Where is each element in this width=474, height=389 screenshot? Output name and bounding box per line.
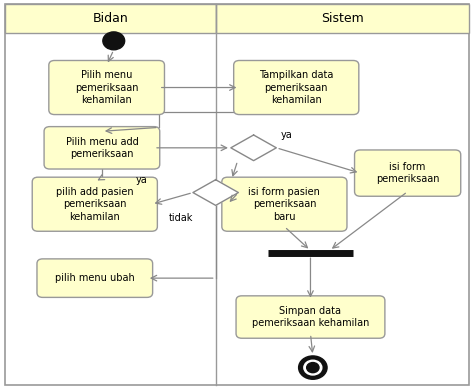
FancyBboxPatch shape	[5, 4, 216, 33]
FancyBboxPatch shape	[32, 177, 157, 231]
Text: isi form pasien
pemeriksaan
baru: isi form pasien pemeriksaan baru	[248, 187, 320, 222]
Circle shape	[299, 356, 327, 379]
Text: ya: ya	[136, 175, 148, 185]
Circle shape	[307, 363, 319, 373]
Text: isi form
pemeriksaan: isi form pemeriksaan	[376, 162, 439, 184]
Text: Tampilkan data
pemeriksaan
kehamilan: Tampilkan data pemeriksaan kehamilan	[259, 70, 333, 105]
Text: pilih menu ubah: pilih menu ubah	[55, 273, 135, 283]
Text: Pilih menu add
pemeriksaan: Pilih menu add pemeriksaan	[65, 137, 138, 159]
Polygon shape	[193, 180, 238, 205]
FancyBboxPatch shape	[222, 177, 347, 231]
FancyBboxPatch shape	[37, 259, 153, 298]
Text: Sistem: Sistem	[321, 12, 364, 25]
Text: Pilih menu
pemeriksaan
kehamilan: Pilih menu pemeriksaan kehamilan	[75, 70, 138, 105]
Text: tidak: tidak	[169, 213, 193, 223]
FancyBboxPatch shape	[236, 296, 385, 338]
FancyBboxPatch shape	[355, 150, 461, 196]
Polygon shape	[231, 135, 276, 161]
FancyBboxPatch shape	[216, 4, 469, 33]
FancyBboxPatch shape	[44, 127, 160, 169]
Text: Simpan data
pemeriksaan kehamilan: Simpan data pemeriksaan kehamilan	[252, 306, 369, 328]
Circle shape	[103, 32, 125, 50]
Text: pilih add pasien
pemeriksaan
kehamilan: pilih add pasien pemeriksaan kehamilan	[56, 187, 134, 222]
Text: ya: ya	[281, 130, 293, 140]
FancyBboxPatch shape	[49, 60, 164, 114]
FancyBboxPatch shape	[5, 4, 469, 385]
FancyBboxPatch shape	[234, 60, 359, 114]
Circle shape	[304, 360, 322, 375]
Text: Bidan: Bidan	[92, 12, 128, 25]
